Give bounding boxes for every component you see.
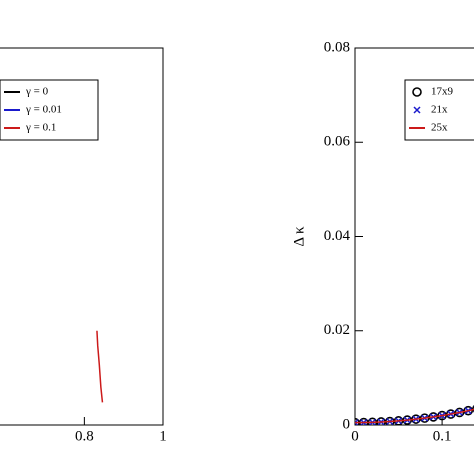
chart: 0 0.1 0 0.02 0.04 0.06 0.08 Δ κ 17x9 21x 25x (291, 39, 474, 444)
legend-label: 21x (431, 104, 448, 116)
legend: γ = 0 γ = 0.01 γ = 0.1 (0, 79, 99, 141)
legend-marker (412, 87, 422, 97)
legend-label: γ = 0.1 (25, 122, 56, 134)
plot-frame (0, 47, 164, 426)
y-axis-label: Δ κ (291, 226, 307, 247)
series-line (96, 330, 104, 403)
legend: 17x9 21x 25x (404, 79, 474, 141)
y-tick-label: 0.08 (324, 39, 350, 55)
y-tick-label: 0.06 (324, 134, 351, 150)
x-tick-label: 0.8 (75, 428, 94, 444)
x-tick-label: 0 (351, 428, 359, 444)
x-tick-label: 0.1 (433, 428, 452, 444)
y-tick-label: 0 (343, 416, 351, 432)
legend-marker (413, 106, 421, 114)
x-tick-label: 1 (159, 428, 167, 444)
y-tick-label: 0.02 (324, 322, 350, 338)
legend-label: 17x9 (431, 86, 454, 98)
legend-label: 25x (431, 122, 448, 134)
chart: 0.8 1 γ = 0 γ = 0.01 γ = 0.1 (0, 47, 167, 444)
plot-area (355, 404, 474, 425)
legend-label: γ = 0 (25, 86, 49, 98)
legend-label: γ = 0.01 (25, 104, 62, 116)
point (355, 419, 359, 425)
plot-area (96, 330, 104, 403)
point (472, 404, 474, 413)
point (463, 405, 474, 416)
series-line (355, 408, 474, 424)
y-tick-label: 0.04 (324, 228, 351, 244)
